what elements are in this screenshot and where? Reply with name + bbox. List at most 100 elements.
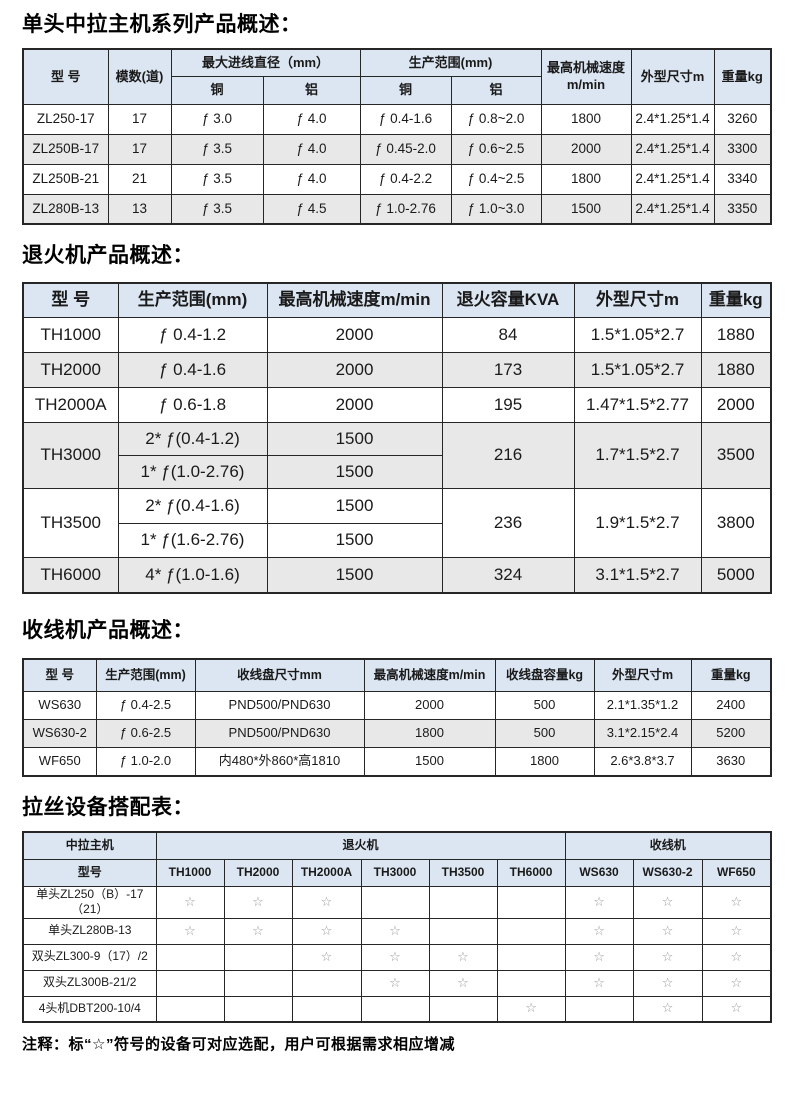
table-row: 1* ƒ(1.6-2.76) 1500 (23, 523, 771, 558)
star-cell: ☆ (360, 969, 430, 997)
data-cell: 1* ƒ(1.6-2.76) (117, 523, 268, 558)
data-cell: ƒ 0.6-2.5 (95, 719, 196, 749)
table-header-row: 型 号生产范围(mm) 最高机械速度m/min 退火容量KVA 外型尺寸m 重量kg (22, 282, 772, 318)
section-main-machines: 单头中拉主机系列产品概述： 型 号模数(道) 最大进线直径（mm） 生产范围(mm)… (22, 12, 772, 226)
header-cell: TH6000 (496, 858, 566, 887)
header-cell: 生产范围(mm) (95, 658, 196, 693)
header-cell: TH2000A (291, 858, 362, 887)
data-cell: 2* ƒ(0.4-1.6) (117, 488, 268, 524)
header-cell: 收线盘容量kg (494, 658, 595, 693)
table-row: 单头ZL250（B）-17（21） ☆ ☆ ☆ ☆ ☆ ☆ (22, 885, 772, 919)
data-cell: ƒ 4.0 (262, 133, 361, 165)
data-cell: 1.7*1.5*2.7 (573, 422, 702, 489)
data-cell: 1500 (266, 488, 443, 524)
data-cell: TH2000 (22, 352, 119, 388)
data-cell: 2000 (266, 317, 443, 353)
empty-cell (223, 969, 293, 997)
star-cell: ☆ (223, 885, 293, 919)
data-cell: 13 (107, 193, 172, 225)
data-cell: 2000 (363, 691, 496, 721)
data-cell: 双头ZL300B-21/2 (22, 969, 157, 997)
header-cell: 铝 (262, 75, 361, 105)
header-cell: 铜 (170, 75, 264, 105)
table-row: WS630 ƒ 0.4-2.5 PND500/PND630 2000 500 2.1*1.… (22, 691, 772, 721)
data-cell: 3.1*2.15*2.4 (593, 719, 692, 749)
header-cell: 模数(道) (107, 48, 172, 105)
empty-cell (155, 969, 225, 997)
header-cell: 型 号 (22, 282, 119, 318)
empty-cell (496, 943, 566, 971)
data-cell: 单头ZL250（B）-17（21） (22, 885, 157, 919)
data-cell: 内480*外860*高1810 (194, 747, 365, 777)
table-row: 单头ZL280B-13 ☆ ☆ ☆ ☆ ☆ ☆ ☆ (22, 917, 772, 945)
header-cell: 退火容量KVA (441, 282, 575, 318)
table-row: TH3000 2* ƒ(0.4-1.2) 1500 216 1.7*1.5*2.7 350… (22, 422, 772, 489)
data-cell: 3300 (713, 133, 772, 165)
data-cell: ƒ 0.4-2.5 (95, 691, 196, 721)
header-cell: WS630-2 (632, 858, 703, 887)
header-cell: TH3500 (428, 858, 498, 887)
header-cell: WS630 (564, 858, 634, 887)
header-cell: 最高机械速度m/min (363, 658, 496, 693)
data-cell: 5200 (690, 719, 772, 749)
take-up-table: 型 号生产范围(mm) 收线盘尺寸mm 最高机械速度m/min 收线盘容量kg 外型尺寸… (22, 657, 772, 777)
table-row: 双头ZL300B-21/2 ☆ ☆ ☆ ☆ ☆ (22, 969, 772, 997)
data-cell: 5000 (700, 557, 772, 593)
header-cell: 外型尺寸m (630, 48, 715, 105)
data-cell: 3260 (713, 103, 772, 135)
data-cell: 84 (441, 317, 575, 353)
star-cell: ☆ (564, 943, 634, 971)
star-cell: ☆ (496, 995, 566, 1023)
data-cell: 1500 (363, 747, 496, 777)
data-cell: WS630-2 (22, 719, 97, 749)
table-row: 4头机DBT200-10/4 ☆ ☆ ☆ (22, 995, 772, 1023)
section-title-main-machines: 单头中拉主机系列产品概述： (22, 13, 302, 36)
header-cell: 最高机械速度 m/min (540, 48, 632, 105)
data-cell: 3350 (713, 193, 772, 225)
data-cell: 3630 (690, 747, 772, 777)
header-cell: 重量kg (713, 48, 772, 105)
data-cell: ZL250B-21 (22, 163, 109, 195)
data-cell: 2000 (700, 387, 772, 423)
table-row: ZL250B-17 17 ƒ 3.5 ƒ 4.0 ƒ 0.45-2.0 ƒ 0.6~2.5… (22, 133, 772, 165)
empty-cell (360, 885, 430, 919)
footnote: 注释：标“☆”符号的设备可对应选配，用户可根据需求相应增减 (22, 1036, 455, 1054)
data-cell: 1* ƒ(1.0-2.76) (117, 455, 268, 489)
data-cell: ƒ 0.4-2.2 (359, 163, 452, 195)
data-cell: 2* ƒ(0.4-1.2) (117, 422, 268, 456)
data-cell: ƒ 0.45-2.0 (359, 133, 452, 165)
table-row: 双头ZL300-9（17）/2 ☆ ☆ ☆ ☆ ☆ ☆ (22, 943, 772, 971)
star-cell: ☆ (428, 943, 498, 971)
star-cell: ☆ (632, 995, 703, 1023)
empty-cell (155, 943, 225, 971)
data-cell: 17 (107, 133, 172, 165)
data-cell: ƒ 4.0 (262, 103, 361, 135)
data-cell: 2000 (266, 387, 443, 423)
data-cell: TH2000A (22, 387, 119, 423)
data-cell: 1800 (540, 103, 632, 135)
data-cell: TH6000 (22, 557, 119, 593)
header-cell: 型 号 (22, 658, 97, 693)
data-cell: 195 (441, 387, 575, 423)
star-cell: ☆ (701, 943, 772, 971)
table-row: ZL250B-21 21 ƒ 3.5 ƒ 4.0 ƒ 0.4-2.2 ƒ 0.4~2.5 1… (22, 163, 772, 195)
header-cell: WF650 (701, 858, 772, 887)
header-cell: 外型尺寸m (573, 282, 702, 318)
header-cell: 重量kg (700, 282, 772, 318)
data-cell: ƒ 4.5 (262, 193, 361, 225)
data-cell: 3800 (700, 488, 772, 558)
section-annealers: 退火机产品概述： 型 号生产范围(mm) 最高机械速度m/min 退火容量KVA 外型… (22, 243, 772, 594)
star-cell: ☆ (360, 943, 430, 971)
data-cell: 2000 (540, 133, 632, 165)
data-cell: 2.4*1.25*1.4 (630, 133, 715, 165)
empty-cell (428, 917, 498, 945)
table-header-row: 型 号模数(道) 最大进线直径（mm） 生产范围(mm) 最高机械速度 m/min 外型… (22, 48, 772, 105)
table-row: ZL250-17 17 ƒ 3.0 ƒ 4.0 ƒ 0.4-1.6 ƒ 0.8~2.0 18… (22, 103, 772, 135)
data-cell: 17 (107, 103, 172, 135)
star-cell: ☆ (360, 917, 430, 945)
table-header-row: 型 号生产范围(mm) 收线盘尺寸mm 最高机械速度m/min 收线盘容量kg 外型尺寸… (22, 658, 772, 693)
header-cell: 最大进线直径（mm） (170, 48, 361, 77)
data-cell: ƒ 3.5 (170, 193, 264, 225)
data-cell: PND500/PND630 (194, 719, 365, 749)
table-header-row: 中拉主机 退火机 收线机 (22, 831, 772, 860)
